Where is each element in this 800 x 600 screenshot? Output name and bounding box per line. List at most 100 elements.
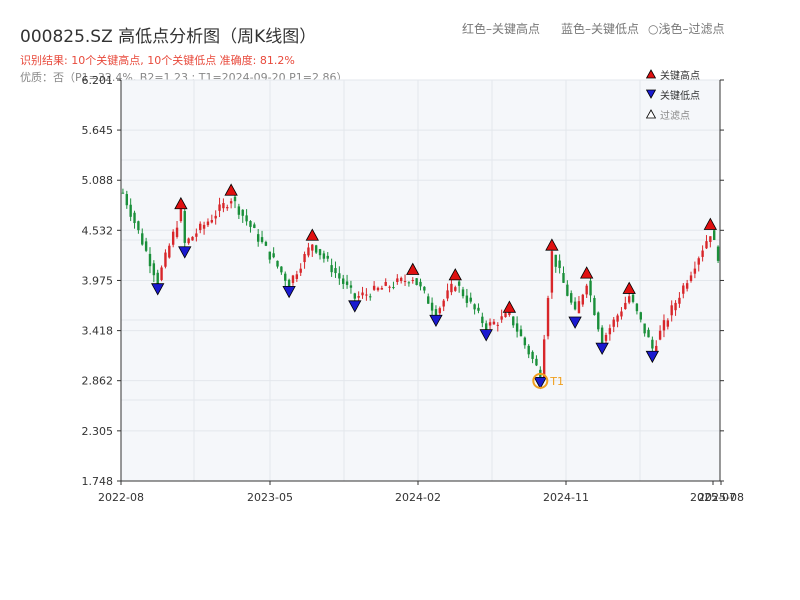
key-low-marker (533, 376, 547, 390)
candle-body (237, 206, 241, 215)
candle-body (627, 296, 631, 303)
candle-body (399, 277, 403, 282)
candle-body (658, 330, 662, 340)
candle-body (678, 297, 681, 304)
candle-body (635, 303, 639, 312)
legend-label-high: 关键高点 (660, 70, 700, 82)
candle-body (369, 296, 372, 298)
filtered-triangle-icon (646, 109, 656, 119)
y-tick-label: 5.088 (82, 174, 114, 187)
key-low-marker (282, 286, 296, 299)
candle-body (330, 265, 333, 273)
legend-item-filtered: 过滤点 (646, 104, 700, 124)
candle-body (264, 241, 268, 246)
candle-body (566, 284, 569, 296)
candle-body (442, 300, 445, 307)
key-low-marker (479, 329, 493, 342)
candle-body (229, 201, 233, 204)
y-tick-label: 3.418 (82, 325, 114, 338)
legend-item-low: 关键低点 (646, 84, 700, 104)
candle-body (697, 258, 700, 265)
candle-body (616, 315, 619, 322)
key-high-marker (305, 228, 319, 241)
candle-body (450, 283, 453, 293)
result-summary: 识别结果: 10个关键高点, 10个关键低点 准确度: 81.2% (20, 54, 295, 67)
candle-body (461, 289, 465, 297)
candle-body (241, 209, 244, 216)
candle-body (307, 247, 310, 256)
candle-body (202, 224, 206, 229)
candle-body (554, 254, 557, 267)
candle-body (338, 273, 341, 279)
legend-label-low: 关键低点 (660, 90, 700, 102)
candle-body (589, 280, 592, 296)
candle-body (701, 250, 704, 257)
filtered-circle-icon: ○ (648, 22, 659, 36)
y-tick-label: 2.862 (82, 375, 114, 388)
candle-body (651, 339, 654, 349)
candle-body (222, 203, 225, 209)
candle-body (705, 241, 708, 249)
candle-body (260, 237, 264, 242)
key-low-marker (151, 283, 165, 296)
candle-body (187, 238, 190, 244)
candle-body (631, 294, 635, 302)
t1-circle (532, 372, 549, 389)
color-hint-filtered: ○浅色–过滤点 (648, 20, 725, 37)
candle-body (268, 251, 271, 260)
key-high-marker (174, 196, 188, 210)
candle-body (430, 302, 434, 311)
candle-body (214, 215, 217, 219)
color-hint-low: 蓝色–关键低点 (561, 22, 640, 36)
candle-body (191, 236, 194, 241)
candle-body (469, 297, 472, 302)
candle-body (531, 351, 534, 359)
candle-body (314, 245, 318, 253)
candle-body (276, 260, 279, 267)
y-tick-label: 5.645 (82, 124, 114, 137)
candle-body (361, 292, 364, 296)
candle-body (550, 251, 554, 293)
candle-body (218, 204, 221, 211)
candle-body (365, 294, 368, 296)
candle-body (311, 244, 314, 251)
candle-body (349, 285, 353, 288)
candle-body (148, 253, 152, 267)
candle-body (206, 221, 210, 226)
candle-body (577, 301, 581, 314)
candle-body (144, 241, 148, 251)
candle-body (411, 279, 414, 281)
key-high-marker (448, 268, 462, 281)
candle-body (434, 309, 438, 318)
key-high-marker (703, 217, 718, 230)
color-hint-filtered-label: 浅色–过滤点 (658, 22, 725, 36)
candle-body (249, 221, 252, 227)
legend-label-filtered: 过滤点 (660, 110, 690, 122)
candle-body (353, 293, 357, 299)
candle-body (685, 283, 689, 289)
candle-body (716, 246, 720, 261)
key-low-marker (348, 300, 362, 313)
candle-body (129, 204, 132, 217)
x-tick-label: 2024-02 (395, 491, 441, 504)
candle-body (152, 263, 156, 276)
candle-body (570, 293, 573, 303)
y-tick-label: 4.532 (82, 224, 114, 237)
candle-body (322, 253, 326, 259)
candle-body (156, 272, 159, 285)
candle-body (384, 282, 387, 286)
candle-body (407, 282, 411, 284)
candle-body (137, 221, 140, 231)
candle-body (272, 253, 275, 258)
candle-body (670, 305, 673, 316)
candle-body (376, 287, 380, 291)
candle-body (457, 281, 461, 286)
candle-body (488, 322, 492, 326)
key-low-marker (429, 314, 443, 328)
color-hint-high: 红色–关键高点 (462, 22, 541, 36)
candle-body (438, 308, 442, 314)
candle-body (345, 281, 349, 285)
candle-body (674, 302, 677, 311)
candle-body (287, 279, 291, 288)
candle-body (168, 245, 171, 258)
